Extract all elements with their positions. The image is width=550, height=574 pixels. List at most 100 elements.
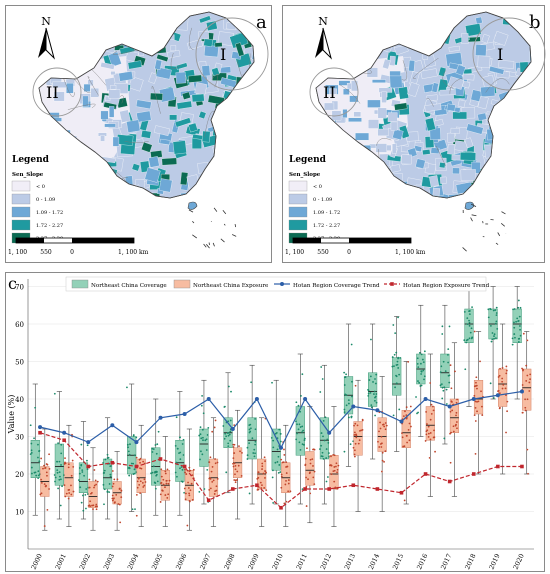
- hotan-coverage-trend-line-point: [495, 393, 500, 398]
- hotan-exposure-trend-line-point: [62, 438, 66, 443]
- hotan-exposure-trend-line-point: [327, 487, 331, 491]
- hotan-exposure-trend-line-point: [471, 472, 476, 476]
- exposure-box: [352, 379, 364, 512]
- region-i-label: I: [220, 45, 226, 64]
- hotan-exposure-trend-line-point: [86, 464, 91, 469]
- hotan-coverage-trend-line-point: [423, 397, 428, 401]
- legend-swatch: [288, 180, 308, 192]
- hotan-coverage-trend-line-point: [62, 430, 67, 435]
- x-tick-label: 2020: [512, 552, 526, 570]
- x-tick-label: 2010: [271, 552, 285, 570]
- scale-label: 1, 100 km: [395, 249, 426, 256]
- legend-entry-label: Northeast China Exposure: [193, 283, 269, 289]
- north-arrow-icon: N: [315, 15, 332, 60]
- exposure-box: [497, 323, 509, 475]
- legend-swatch: [11, 193, 31, 205]
- coverage-box: [391, 316, 402, 452]
- exposure-box: [401, 361, 412, 505]
- exposure-box: [39, 428, 51, 531]
- legend-item-label: 1.72 - 2.27: [313, 223, 340, 229]
- x-tick-label: 2004: [126, 552, 140, 570]
- panel-label: a: [256, 12, 267, 33]
- x-tick-label: 2000: [30, 552, 44, 570]
- hotan-coverage-trend-line-point: [375, 408, 380, 413]
- exposure-box: [521, 331, 532, 475]
- x-tick-label: 2001: [54, 552, 68, 570]
- coverage-box: [367, 323, 378, 460]
- panel-label: c: [8, 274, 17, 293]
- y-tick-label: 20: [15, 471, 24, 479]
- exposure-box: [111, 451, 123, 531]
- x-tick-label: 2009: [246, 552, 260, 570]
- hotan-exposure-trend-line-point: [279, 505, 283, 510]
- region-i-label: I: [497, 45, 503, 64]
- legend-entry-label: Northeast China Coverage: [91, 283, 167, 289]
- hotan-exposure-trend-line-point: [496, 464, 500, 469]
- x-tick-label: 2005: [150, 552, 164, 570]
- legend-subtitle: Sen_Slope: [12, 172, 44, 178]
- exposure-box: [377, 376, 388, 512]
- coverage-box: [343, 323, 355, 467]
- y-tick-label: 70: [15, 284, 24, 292]
- chart-panel-c: c 10 20 30 40 50 60 70 Value (%) 2000 2001 2002 2003…: [5, 272, 545, 572]
- scale-label: 550: [40, 249, 52, 256]
- coverage-box: [463, 286, 474, 407]
- hotan-coverage-trend-line-point: [327, 430, 332, 435]
- coverage-box: [29, 383, 41, 516]
- legend-swatch: [11, 219, 31, 231]
- coverage-box: [270, 379, 282, 505]
- hotan-coverage-trend-line-point: [399, 419, 404, 424]
- legend-subtitle: Sen_Slope: [289, 172, 321, 178]
- hotan-coverage-trend-line-point: [279, 445, 283, 450]
- y-tick-label: 10: [15, 509, 24, 517]
- x-tick-label: 2007: [198, 552, 212, 570]
- scale-label: 1, 100: [8, 249, 27, 256]
- coverage-box: [439, 304, 451, 445]
- hotan-coverage-trend-line-point: [134, 440, 139, 445]
- hotan-exposure-trend-line-point: [351, 483, 356, 488]
- scale-label: 1, 100: [285, 249, 304, 256]
- hotan-exposure-trend-line-point: [399, 490, 404, 495]
- exposure-box: [183, 428, 195, 531]
- hotan-exposure-trend-line-point: [375, 487, 380, 491]
- x-tick-label: 2013: [343, 552, 357, 570]
- exposure-box: [256, 417, 268, 527]
- south-china-sea-inset: [188, 207, 237, 249]
- exposure-box: [449, 342, 460, 497]
- exposure-box: [304, 406, 316, 524]
- x-tick-label: 2016: [415, 552, 429, 570]
- legend-swatch: [288, 193, 308, 205]
- exposure-box: [87, 447, 99, 531]
- region-i-circle: [195, 17, 269, 91]
- region-ii-label: II: [323, 83, 336, 102]
- hotan-coverage-trend-line-point: [303, 397, 308, 401]
- legend-entry-label: Hotan Region Exposure Trend: [403, 283, 490, 289]
- legend-item-label: < 0: [313, 184, 322, 190]
- hotan-exposure-trend-line-point: [255, 483, 259, 488]
- hotan-coverage-trend-line-point: [254, 397, 259, 401]
- hotan-exposure-trend-line-point: [423, 472, 428, 476]
- panel-label: b: [529, 12, 541, 33]
- hotan-coverage-trend-line-point: [351, 404, 356, 409]
- x-tick-label: 2017: [439, 552, 453, 570]
- hotan-exposure-trend-line-point: [110, 460, 115, 465]
- y-tick-label: 30: [15, 434, 24, 442]
- x-tick-label: 2006: [174, 552, 188, 570]
- coverage-box: [511, 286, 522, 400]
- hotan-exposure-trend-line: [39, 432, 522, 509]
- map-legend: Legend Sen_Slope < 0 0 - 1.09 1.09 - 1.72 1.7…: [288, 155, 340, 244]
- exposure-box: [280, 424, 292, 527]
- legend-item-label: 1.09 - 1.72: [313, 210, 340, 216]
- north-label: N: [318, 15, 328, 28]
- coverage-box: [487, 286, 499, 400]
- scale-bar: 1, 100 550 0 1, 100 km: [8, 237, 149, 256]
- region-i-circle: [472, 17, 546, 91]
- exposure-box: [329, 406, 340, 527]
- x-tick-label: 2003: [102, 552, 116, 570]
- y-tick-label: 50: [15, 359, 24, 367]
- exposure-box: [473, 330, 484, 475]
- exposure-box: [424, 353, 436, 497]
